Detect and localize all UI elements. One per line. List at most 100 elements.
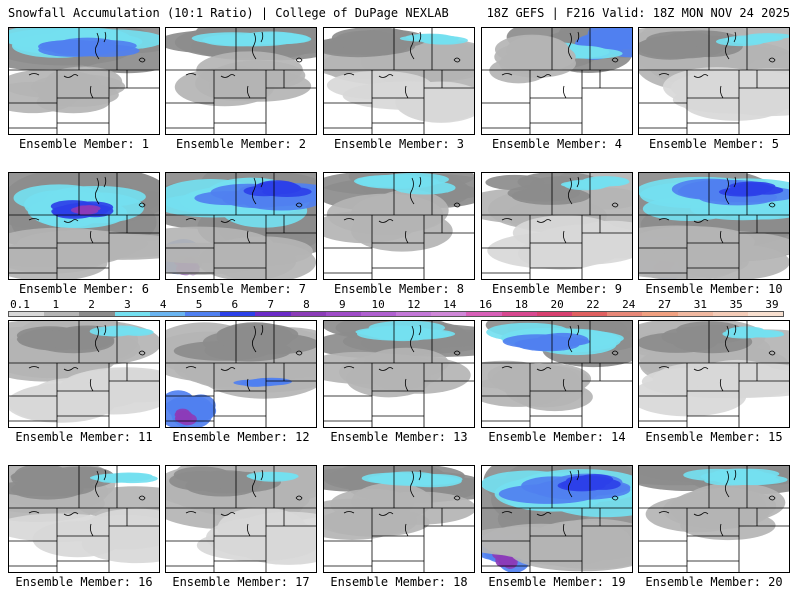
- lake-outline: [95, 177, 100, 205]
- snowfall-contour: [508, 529, 617, 566]
- member-map-3: [323, 27, 475, 135]
- lake-outline: [246, 85, 251, 99]
- lake-outline: [611, 350, 619, 356]
- lake-outline: [725, 325, 730, 353]
- snowfall-contour: [229, 333, 316, 355]
- lake-outline: [725, 32, 730, 60]
- lake-outline: [719, 378, 724, 392]
- member-map-17: [165, 465, 317, 573]
- snowfall-contour: [107, 327, 152, 335]
- lake-outline: [719, 523, 724, 537]
- lake-outline: [89, 230, 94, 244]
- snowfall-contour: [694, 359, 780, 399]
- lake-outline: [719, 230, 724, 244]
- lake-outline: [295, 202, 303, 208]
- colorbar-swatch: [325, 312, 361, 316]
- lake-outline: [138, 495, 146, 501]
- snowfall-contour: [169, 471, 233, 491]
- lake-outline: [418, 31, 422, 43]
- lake-outline: [220, 219, 236, 223]
- member-label-11: Ensemble Member: 11: [15, 430, 153, 444]
- snowfall-contour: [342, 81, 474, 110]
- snowfall-contour: [324, 505, 418, 537]
- snowfall-map-16: [9, 466, 159, 572]
- snowfall-contour: [31, 74, 126, 100]
- snowfall-contour: [195, 65, 276, 101]
- lake-outline: [453, 350, 461, 356]
- snowfall-map-9: [482, 173, 632, 279]
- lake-outline: [295, 57, 303, 63]
- lake-outline: [343, 366, 355, 369]
- lake-outline: [103, 31, 107, 43]
- lake-outline: [95, 325, 100, 353]
- colorbar-label: 16: [478, 298, 493, 311]
- lake-outline: [28, 366, 40, 369]
- lake-outline: [252, 325, 257, 353]
- snowfall-map-13: [324, 321, 474, 427]
- lake-outline: [501, 73, 513, 76]
- lake-outline: [404, 523, 409, 537]
- member-label-8: Ensemble Member: 8: [333, 282, 465, 296]
- lake-outline: [568, 325, 573, 353]
- lake-outline: [536, 74, 552, 78]
- lake-outline: [246, 378, 251, 392]
- snowfall-contour: [343, 37, 408, 56]
- lake-outline: [768, 202, 776, 208]
- colorbar-swatch: [536, 312, 572, 316]
- snowfall-contour: [38, 40, 105, 53]
- colorbar-label: 0.1: [10, 298, 30, 311]
- lake-outline: [252, 470, 257, 498]
- colorbar-swatches: [8, 311, 784, 317]
- snowfall-map-14: [482, 321, 632, 427]
- lake-outline: [725, 470, 730, 498]
- lake-outline: [725, 177, 730, 205]
- lake-outline: [568, 177, 573, 205]
- lake-outline: [693, 74, 709, 78]
- colorbar-label: 3: [124, 298, 131, 311]
- snowfall-map-17: [166, 466, 316, 572]
- lake-outline: [501, 366, 513, 369]
- lake-outline: [89, 523, 94, 537]
- member-label-17: Ensemble Member: 17: [172, 575, 310, 589]
- snowfall-map-19: [482, 466, 632, 572]
- lake-outline: [562, 378, 567, 392]
- lake-outline: [220, 512, 236, 516]
- lake-outline: [658, 366, 670, 369]
- lake-outline: [410, 177, 415, 205]
- lake-outline: [95, 32, 100, 60]
- lake-outline: [453, 495, 461, 501]
- snowfall-contour: [566, 228, 632, 259]
- colorbar-swatch: [466, 312, 502, 316]
- lake-outline: [378, 512, 394, 516]
- lake-outline: [733, 176, 737, 188]
- colorbar-label: 14: [443, 298, 457, 311]
- member-label-19: Ensemble Member: 19: [488, 575, 626, 589]
- lake-outline: [246, 230, 251, 244]
- lake-outline: [453, 57, 461, 63]
- member-map-10: [638, 172, 790, 280]
- model-valid-time: 18Z GEFS | F216 Valid: 18Z MON NOV 24 20…: [486, 6, 790, 20]
- lake-outline: [733, 31, 737, 43]
- lake-outline: [611, 495, 619, 501]
- lake-outline: [576, 324, 580, 336]
- lake-outline: [138, 350, 146, 356]
- member-label-16: Ensemble Member: 16: [15, 575, 153, 589]
- member-map-20: [638, 465, 790, 573]
- snowfall-contour: [393, 180, 456, 195]
- snowfall-contour: [369, 356, 471, 394]
- lake-outline: [260, 31, 264, 43]
- member-map-6: [8, 172, 160, 280]
- snowfall-map-11: [9, 321, 159, 427]
- lake-outline: [536, 367, 552, 371]
- member-map-18: [323, 465, 475, 573]
- snowfall-contour: [499, 48, 576, 78]
- lake-outline: [562, 523, 567, 537]
- lake-outline: [260, 324, 264, 336]
- lake-outline: [536, 512, 552, 516]
- snowfall-contour: [89, 508, 159, 539]
- member-map-5: [638, 27, 790, 135]
- snowfall-contour: [16, 330, 91, 348]
- colorbar-label: 27: [657, 298, 672, 311]
- snowfall-contour: [500, 553, 515, 567]
- snowfall-contour: [645, 496, 748, 533]
